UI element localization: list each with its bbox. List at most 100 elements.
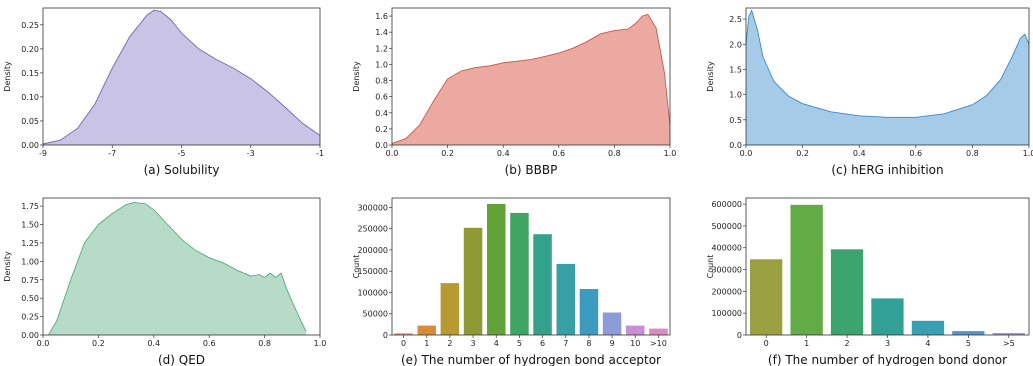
y-tick-label: 0.20 (21, 45, 39, 54)
y-tick-label: 0.4 (375, 109, 388, 118)
y-tick-label: 300000 (357, 203, 388, 212)
bar (649, 328, 668, 335)
y-tick-label: 1.0 (729, 91, 742, 100)
bar (487, 204, 506, 335)
y-axis-label: Density (706, 61, 715, 92)
x-tick-label: 0.4 (853, 149, 866, 158)
y-tick-label: 0.25 (21, 21, 39, 30)
x-tick-label: 5 (517, 339, 522, 348)
y-tick-label: 0.05 (21, 117, 39, 126)
bar (602, 312, 622, 335)
x-tick-label: 5 (966, 339, 971, 348)
x-tick-label: 6 (540, 339, 545, 348)
y-tick-label: 0.0 (729, 141, 742, 150)
bar (510, 212, 529, 335)
x-tick-label: 0.0 (37, 339, 50, 348)
chart-panel-4: 0.0 0.2 0.4 0.6 0.8 1.0 0.00 0.25 0.50 0.75 1.00 1.… (3, 197, 327, 366)
y-tick-label: 1.25 (21, 239, 39, 248)
density-area (392, 14, 670, 146)
y-axis-label: Count (352, 255, 361, 279)
y-tick-label: 2.0 (729, 40, 742, 49)
x-tick-label: 0.2 (796, 149, 809, 158)
x-tick-label: 0.2 (92, 339, 105, 348)
y-tick-label: 0.00 (21, 331, 39, 340)
plot-frame (42, 7, 321, 146)
y-tick-label: 300000 (711, 266, 742, 275)
y-tick-label: 0 (383, 331, 388, 340)
bar (830, 249, 864, 335)
y-tick-label: 0 (737, 331, 742, 340)
density-area (746, 10, 1029, 145)
y-tick-label: 250000 (357, 225, 388, 234)
panel-caption: (e) The number of hydrogen bond acceptor (401, 353, 661, 366)
y-tick-label: 0.50 (21, 294, 39, 303)
bar (750, 259, 783, 335)
plot-frame (391, 197, 671, 336)
x-tick-label: 0.8 (608, 149, 621, 158)
x-tick-label: 0.6 (552, 149, 565, 158)
y-tick-label: 0.6 (375, 93, 388, 102)
x-tick-label: 1.0 (1023, 149, 1033, 158)
y-tick-label: 0.75 (21, 276, 39, 285)
y-tick-label: 0.25 (21, 313, 39, 322)
x-tick-label: 0.0 (386, 149, 399, 158)
bar (533, 234, 552, 335)
x-tick-label: 4 (494, 339, 499, 348)
bar (992, 333, 1025, 335)
y-axis-label: Density (352, 61, 361, 92)
bar (952, 331, 985, 335)
y-tick-label: 1.2 (375, 44, 388, 53)
x-tick-label: 0.6 (203, 339, 216, 348)
bar (463, 227, 483, 335)
bar (579, 289, 599, 335)
density-line (42, 9, 321, 145)
y-tick-label: 200000 (357, 246, 388, 255)
x-tick-label: 2 (447, 339, 452, 348)
x-tick-label: >10 (650, 339, 667, 348)
x-tick-label: 1 (424, 339, 429, 348)
x-tick-label: 8 (586, 339, 591, 348)
panel-caption: (f) The number of hydrogen bond donor (768, 353, 1007, 366)
x-tick-label: 0 (401, 339, 406, 348)
y-tick-label: 0.15 (21, 69, 39, 78)
bar (790, 204, 823, 335)
x-tick-label: >5 (1003, 339, 1015, 348)
y-tick-label: 0.0 (375, 141, 388, 150)
panel-caption: (d) QED (158, 353, 205, 366)
bar (440, 283, 460, 335)
x-tick-label: 9 (610, 339, 615, 348)
x-tick-label: 0.0 (740, 149, 753, 158)
y-tick-label: 0.2 (375, 125, 388, 134)
density-area (48, 202, 307, 335)
bar (394, 333, 413, 335)
y-tick-label: 1.6 (375, 12, 388, 21)
x-tick-label: 0.2 (441, 149, 454, 158)
x-tick-label: 0.8 (966, 149, 979, 158)
x-tick-label: 3 (471, 339, 476, 348)
y-tick-label: 100000 (357, 288, 388, 297)
plot-frame (745, 197, 1030, 336)
y-tick-label: 1.75 (21, 202, 39, 211)
plot-frame (745, 7, 1030, 146)
x-tick-label: 4 (925, 339, 930, 348)
plot-frame (391, 7, 671, 146)
y-tick-label: 0.5 (729, 116, 742, 125)
x-tick-label: 0.6 (909, 149, 922, 158)
chart-panel-1: -9 -7 -5 -3 -1 0.00 0.05 0.10 0.15 0.20 0.25 Densit… (3, 7, 324, 177)
x-tick-label: 2 (845, 339, 850, 348)
y-tick-label: 1.0 (375, 60, 388, 69)
x-tick-label: 1.0 (664, 149, 677, 158)
chart-panel-2: 0.0 0.2 0.4 0.6 0.8 1.0 0.0 0.2 0.4 0.6 0.8 1.0 1.2 1… (352, 7, 677, 177)
bar (871, 298, 904, 335)
x-tick-label: 1.0 (314, 339, 327, 348)
y-tick-label: 200000 (711, 287, 742, 296)
chart-panel-5: 0 1 2 3 4 5 6 7 8 9 10 >10 0 50000 100000 150000 200000 2… (352, 197, 671, 366)
y-tick-label: 1.4 (375, 28, 388, 37)
y-tick-label: 100000 (711, 309, 742, 318)
y-tick-label: 400000 (711, 244, 742, 253)
x-tick-label: 0.4 (147, 339, 160, 348)
x-tick-label: 7 (563, 339, 568, 348)
y-axis-label: Count (706, 255, 715, 279)
panel-caption: (b) BBBP (505, 163, 558, 177)
